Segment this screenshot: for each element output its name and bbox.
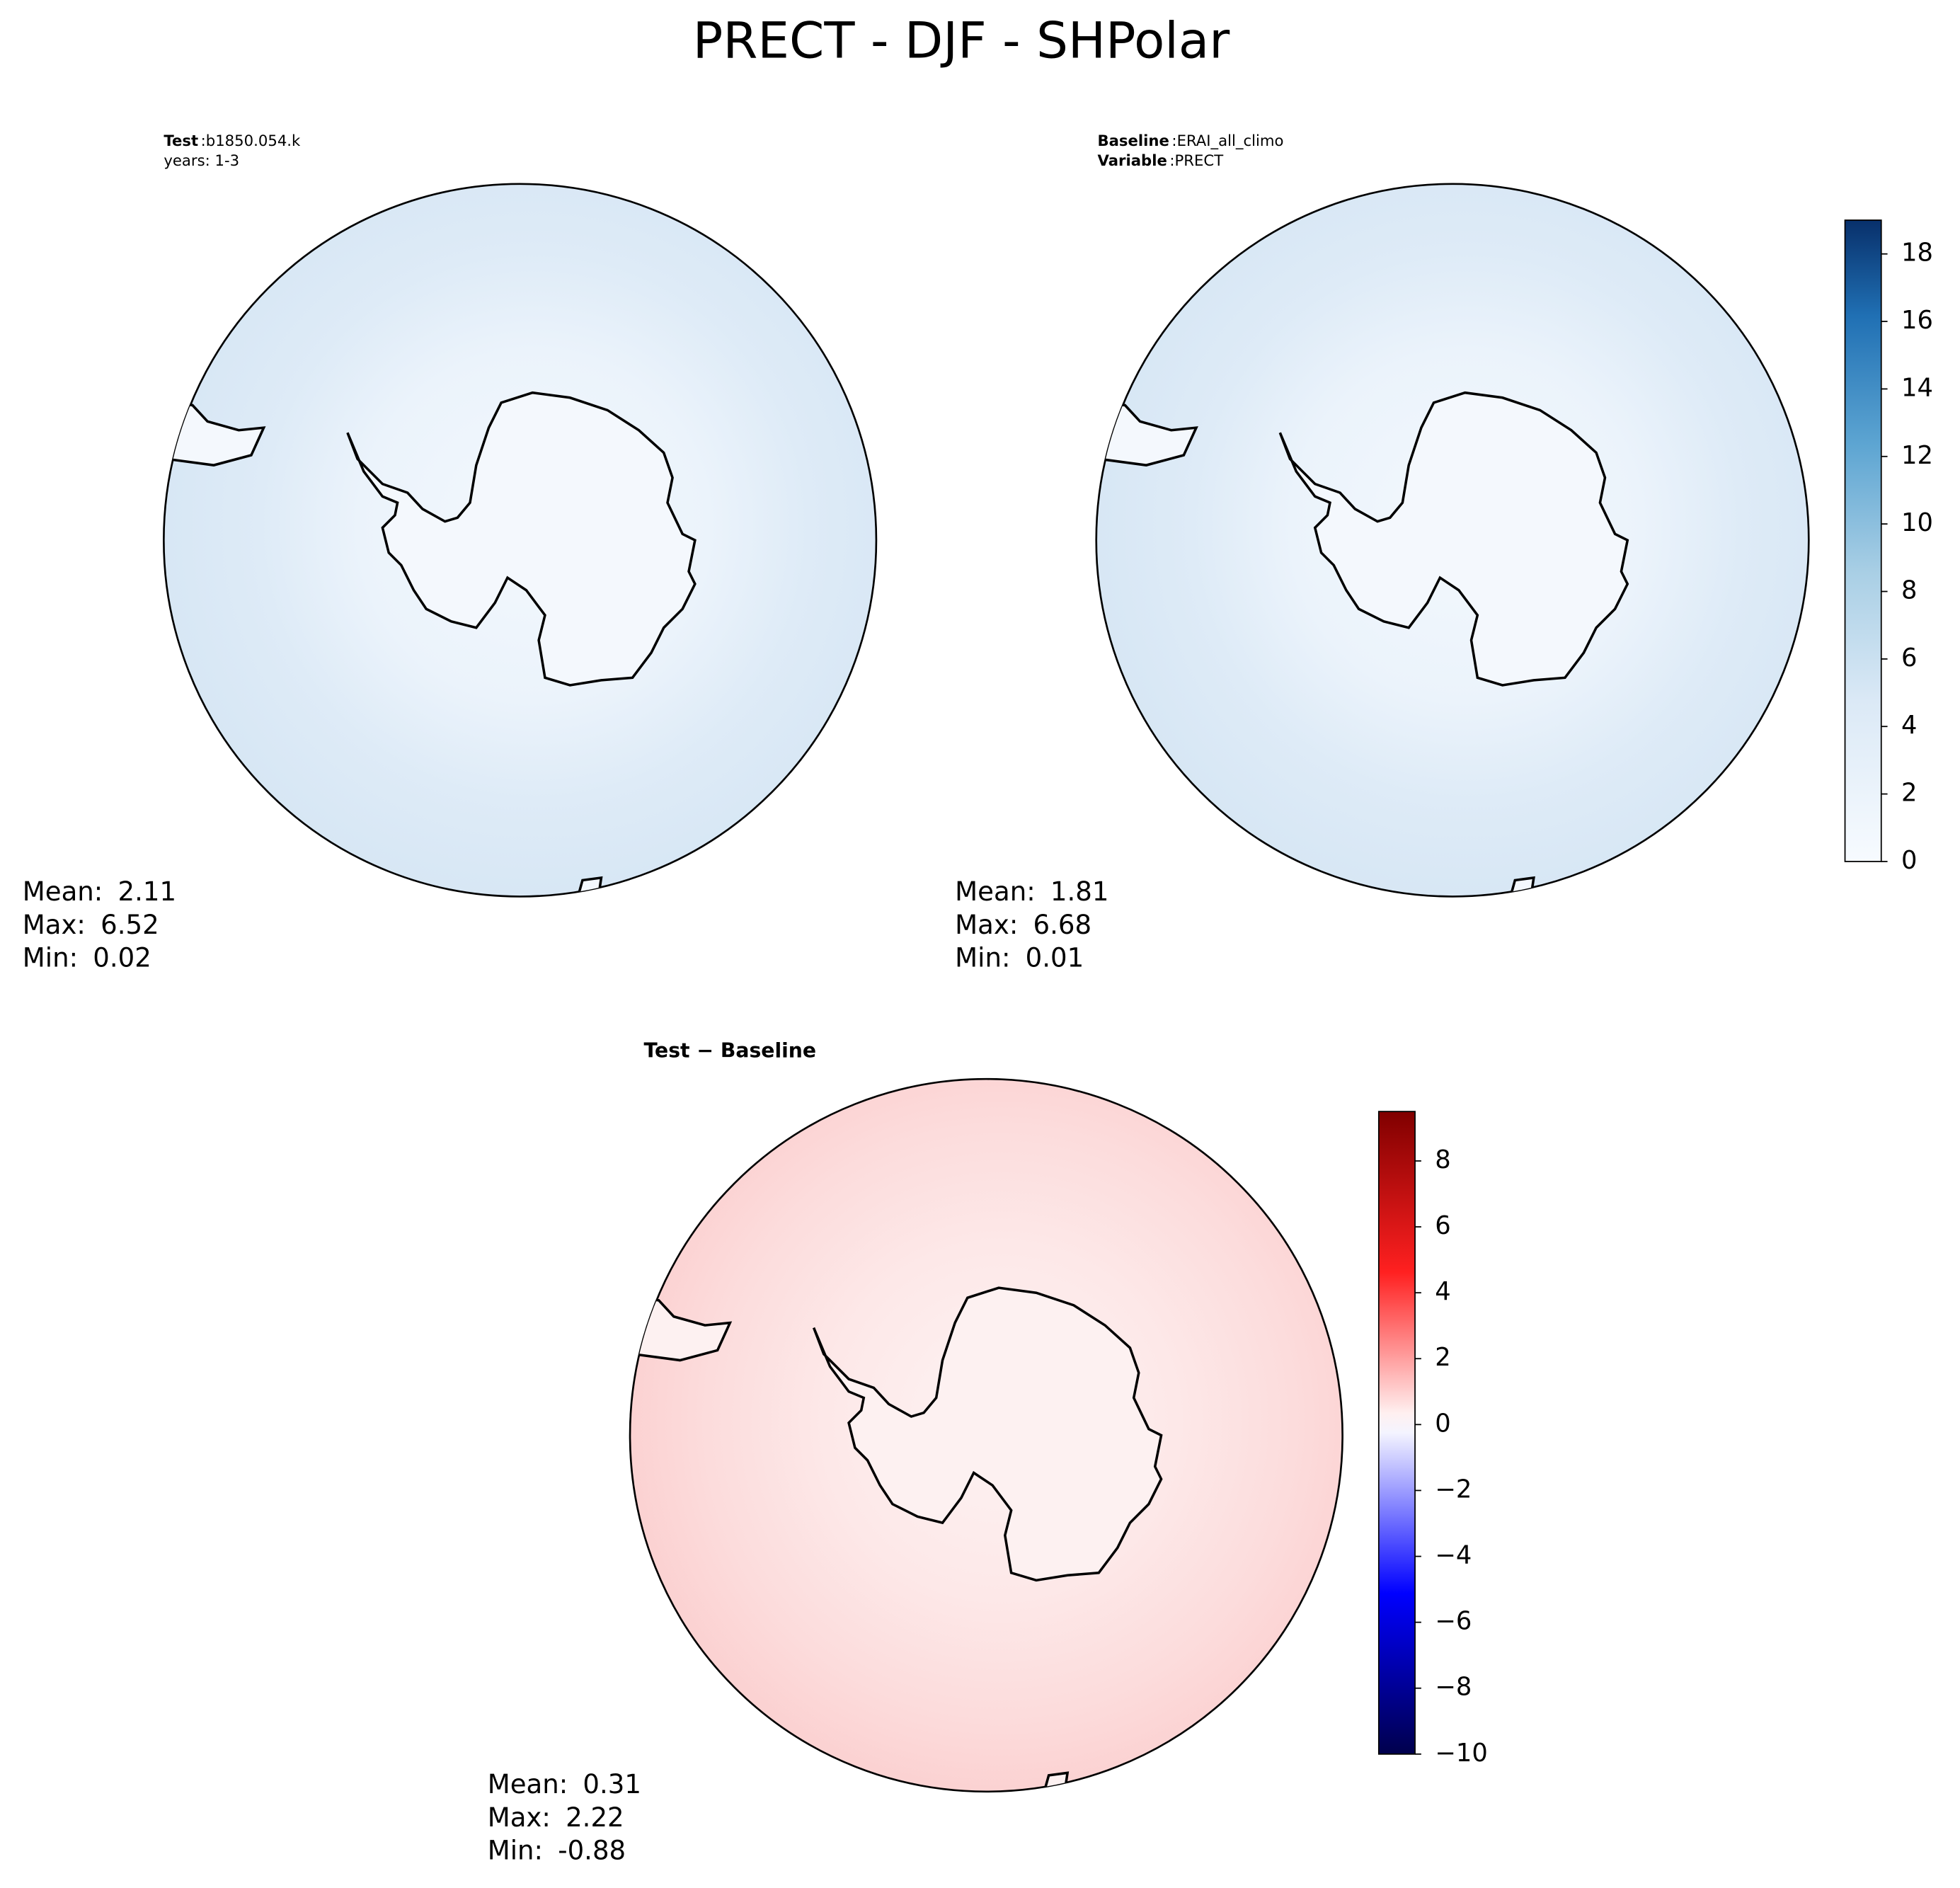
- colorbar-tick-label: 4: [1435, 1277, 1450, 1306]
- panel-header: years: 1-3: [164, 151, 239, 169]
- figure-title: PRECT - DJF - SHPolar: [693, 11, 1230, 70]
- map: [1090, 183, 1810, 903]
- stat-label: Max:: [955, 909, 1018, 939]
- stat-value: 2.22: [566, 1802, 624, 1832]
- stat: Mean: 1.81: [955, 876, 1108, 907]
- stat: Min: -0.88: [488, 1835, 626, 1865]
- colorbar-tick-label: −10: [1435, 1739, 1488, 1768]
- colorbar: [1844, 219, 1882, 862]
- stat-label: Min:: [955, 942, 1010, 973]
- stat: Max: 6.68: [955, 909, 1091, 939]
- stat: Max: 6.52: [23, 909, 159, 939]
- header-key: Baseline: [1097, 132, 1169, 149]
- colorbar-tick-label: 8: [1901, 576, 1917, 605]
- colorbar-tick-label: 2: [1435, 1343, 1450, 1372]
- map: [624, 1077, 1343, 1797]
- colorbar-tick-label: −6: [1435, 1607, 1472, 1636]
- colorbar-tick-label: −8: [1435, 1673, 1472, 1702]
- stat-label: Mean:: [488, 1768, 568, 1799]
- colorbar-tick-label: 0: [1435, 1409, 1450, 1438]
- colorbar-tick-label: 16: [1901, 306, 1933, 335]
- stat: Max: 2.22: [488, 1802, 624, 1832]
- stat-value: -0.88: [558, 1835, 626, 1865]
- colorbar-tick-label: 14: [1901, 373, 1933, 402]
- panel-baseline: Baseline:ERAI_all_climo Variable:PRECT: [1090, 132, 1810, 903]
- stat-value: 6.68: [1033, 909, 1092, 939]
- stat-value: 0.01: [1026, 942, 1084, 973]
- header-text: b1850.054.k: [206, 132, 301, 149]
- stat-label: Mean:: [955, 876, 1036, 907]
- colorbar-tick-label: 6: [1435, 1211, 1450, 1240]
- header-sep: :: [201, 132, 206, 149]
- colorbar-tick-label: 8: [1435, 1145, 1450, 1174]
- stat-value: 0.02: [93, 942, 151, 973]
- colorbar-tick-label: 6: [1901, 643, 1917, 673]
- panel-header: Baseline:ERAI_all_climo: [1097, 132, 1283, 149]
- panel-diff: Test − Baseline: [624, 1039, 1343, 1797]
- stat-label: Min:: [488, 1835, 543, 1865]
- stat-value: 0.31: [583, 1768, 641, 1799]
- panel-header: Test:b1850.054.k: [164, 132, 301, 149]
- stat-value: 6.52: [101, 909, 159, 939]
- header-text: PRECT: [1175, 151, 1224, 169]
- colorbar-tick-label: 12: [1901, 441, 1933, 470]
- stat: Mean: 2.11: [23, 876, 176, 907]
- stat-value: 1.81: [1050, 876, 1109, 907]
- stat-label: Max:: [488, 1802, 551, 1832]
- stat-label: Min:: [23, 942, 78, 973]
- colorbar-tick-label: 2: [1901, 779, 1917, 808]
- colorbar-tick-label: 4: [1901, 711, 1917, 740]
- annotations: Mean: 2.11 Max: 6.52 Min: 0.02 Mean: 1.81 Max: 6.…: [23, 239, 1933, 1865]
- colorbar-tick-label: 10: [1901, 508, 1933, 537]
- colorbar-tick-label: 18: [1901, 239, 1933, 268]
- header-text: ERAI_all_climo: [1177, 132, 1284, 149]
- header-key: Test: [164, 132, 198, 149]
- stat: Min: 0.02: [23, 942, 151, 973]
- stat: Mean: 0.31: [488, 1768, 641, 1799]
- header-sep: :: [1171, 132, 1176, 149]
- stat-value: 2.11: [118, 876, 176, 907]
- colorbar-tick-label: −2: [1435, 1475, 1472, 1504]
- stat: Min: 0.01: [955, 942, 1084, 973]
- header-key: Variable: [1097, 151, 1167, 169]
- colorbar-tick-label: 0: [1901, 846, 1917, 875]
- colorbar: [1377, 1111, 1416, 1755]
- panel-title: Test − Baseline: [644, 1039, 817, 1062]
- panel-header: Variable:PRECT: [1097, 151, 1223, 169]
- map: [158, 183, 878, 903]
- panel-test: Test:b1850.054.k years: 1-3: [158, 132, 878, 903]
- stat-label: Mean:: [23, 876, 103, 907]
- colorbar-tick-label: −4: [1435, 1541, 1472, 1570]
- stat-label: Max:: [23, 909, 86, 939]
- header-sep: :: [1169, 151, 1174, 169]
